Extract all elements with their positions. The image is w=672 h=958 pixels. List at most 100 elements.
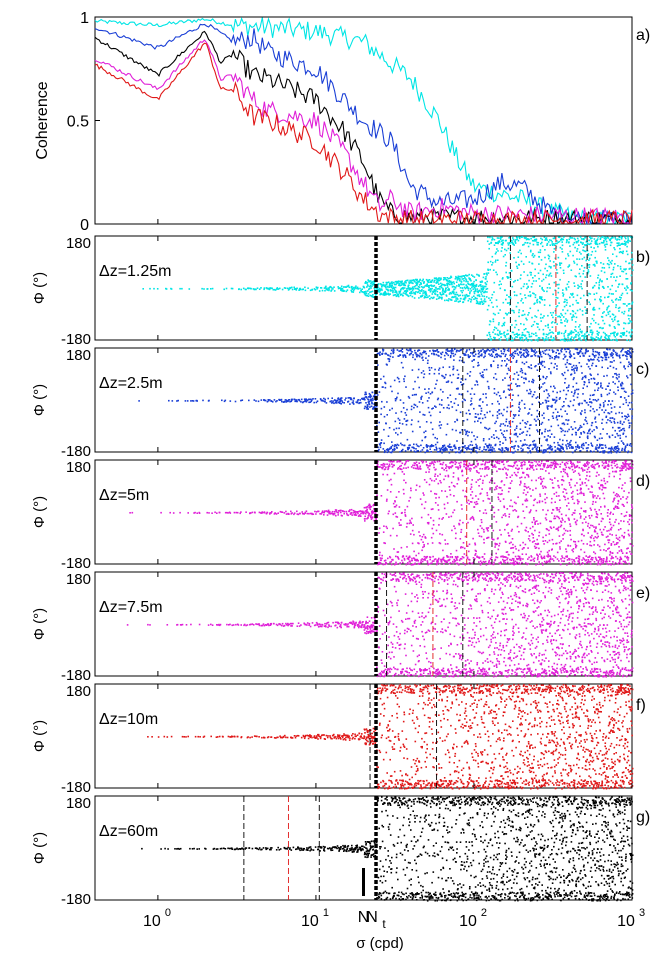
data-point (437, 504, 439, 506)
data-point (521, 445, 524, 447)
data-point (532, 393, 535, 396)
data-point (436, 290, 439, 293)
data-point (309, 289, 312, 292)
data-point (516, 435, 519, 438)
data-point (623, 421, 625, 423)
data-point (574, 246, 576, 249)
data-point (389, 460, 391, 463)
data-point (409, 561, 411, 563)
data-point (570, 355, 573, 357)
data-point (567, 445, 570, 447)
data-point (214, 511, 216, 514)
data-point (500, 352, 503, 355)
data-point (369, 280, 372, 282)
data-point (426, 285, 429, 287)
data-point (447, 556, 449, 558)
data-point (428, 471, 430, 473)
data-point (435, 478, 437, 480)
data-point (373, 296, 375, 298)
data-point (438, 542, 441, 544)
data-point (506, 329, 509, 332)
data-point (623, 366, 625, 368)
data-point (541, 361, 543, 364)
data-point (548, 257, 550, 260)
data-point (389, 556, 392, 559)
data-point (460, 378, 463, 380)
data-point (383, 542, 385, 544)
data-point (594, 298, 596, 301)
data-point (482, 302, 485, 305)
data-point (436, 278, 438, 281)
data-point (223, 400, 226, 403)
data-point (314, 510, 316, 513)
data-point (372, 294, 374, 296)
data-point (306, 512, 309, 515)
data-point (560, 312, 562, 315)
data-point (595, 240, 597, 242)
data-point (416, 354, 419, 356)
data-point (520, 299, 522, 302)
data-point (502, 414, 504, 417)
data-point (456, 349, 458, 352)
data-point (331, 512, 333, 515)
data-point (580, 433, 582, 435)
data-point (625, 250, 628, 253)
data-point (461, 291, 463, 294)
data-point (521, 419, 524, 422)
data-point (408, 563, 410, 565)
data-point (546, 239, 548, 241)
data-point (482, 287, 485, 289)
data-point (442, 366, 444, 369)
data-point (447, 289, 449, 291)
data-point (568, 363, 570, 365)
data-point (338, 510, 340, 512)
data-point (359, 514, 361, 516)
data-point (626, 253, 629, 256)
data-point (506, 372, 509, 375)
data-point (469, 393, 472, 395)
data-point (385, 283, 388, 286)
data-point (630, 283, 632, 285)
data-point (468, 295, 470, 297)
data-point (609, 310, 611, 313)
data-point (353, 288, 356, 290)
data-point (626, 444, 629, 446)
data-point (458, 300, 461, 303)
data-point (588, 381, 591, 384)
data-point (548, 395, 551, 397)
data-point (576, 351, 579, 354)
data-point (536, 415, 538, 418)
data-point (400, 287, 403, 290)
data-point (401, 471, 404, 473)
data-point (382, 292, 385, 294)
data-point (419, 352, 422, 355)
data-point (413, 462, 416, 464)
data-point (478, 355, 480, 358)
data-point (440, 356, 442, 359)
data-point (340, 509, 342, 512)
data-point (542, 375, 544, 378)
data-point (369, 508, 372, 511)
data-point (490, 301, 493, 304)
data-point (578, 404, 580, 406)
data-point (485, 396, 487, 399)
data-point (440, 352, 442, 355)
data-point (364, 393, 366, 396)
data-point (359, 291, 361, 294)
data-point (411, 557, 413, 560)
data-point (559, 264, 561, 266)
data-point (616, 421, 619, 424)
data-point (421, 449, 424, 451)
data-point (433, 353, 436, 356)
data-point (630, 258, 632, 261)
data-point (573, 377, 575, 379)
data-point (337, 514, 339, 516)
data-point (570, 336, 573, 338)
data-point (505, 447, 508, 449)
data-point (427, 359, 429, 362)
data-point (533, 353, 536, 356)
data-point (525, 256, 527, 258)
data-point (594, 356, 596, 358)
data-point (321, 511, 323, 514)
data-point (559, 427, 562, 429)
